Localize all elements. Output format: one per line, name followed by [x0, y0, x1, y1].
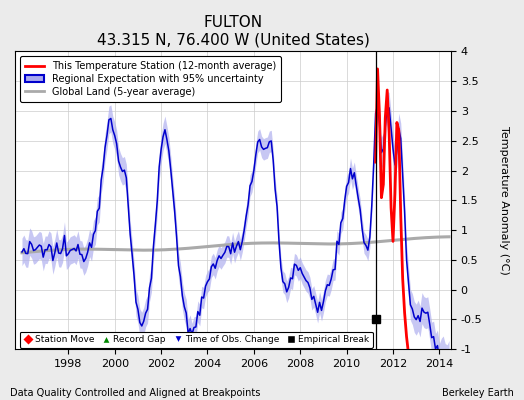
Title: FULTON
43.315 N, 76.400 W (United States): FULTON 43.315 N, 76.400 W (United States… — [96, 15, 369, 47]
Text: Berkeley Earth: Berkeley Earth — [442, 388, 514, 398]
Text: Data Quality Controlled and Aligned at Breakpoints: Data Quality Controlled and Aligned at B… — [10, 388, 261, 398]
Legend: Station Move, Record Gap, Time of Obs. Change, Empirical Break: Station Move, Record Gap, Time of Obs. C… — [19, 332, 373, 348]
Y-axis label: Temperature Anomaly (°C): Temperature Anomaly (°C) — [499, 126, 509, 275]
